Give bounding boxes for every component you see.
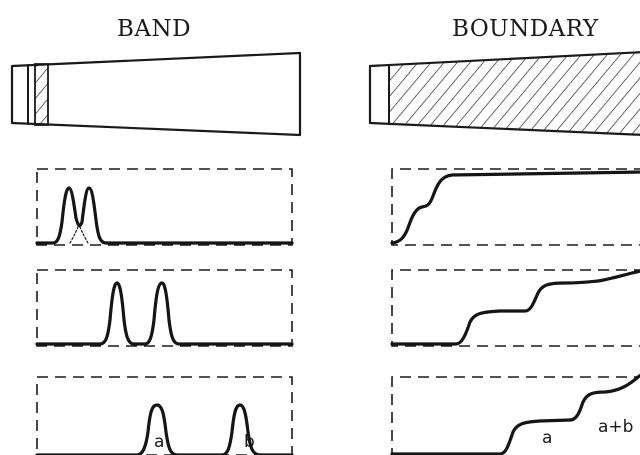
band-column-title: BAND	[117, 16, 192, 42]
boundary-label-a: a	[542, 428, 552, 448]
band-zone	[34, 63, 49, 126]
boundary-column-tube	[368, 51, 640, 136]
boundary-trace-1	[390, 170, 640, 245]
band-trace-3	[35, 403, 294, 455]
boundary-column-title: BOUNDARY	[452, 16, 599, 42]
band-column-tube	[10, 51, 302, 137]
band-panel-3: a b	[35, 376, 294, 455]
boundary-panel-3: a a+b	[390, 373, 640, 455]
boundary-label-a-plus-b: a+b	[598, 417, 633, 437]
peak-label-b: b	[244, 432, 255, 452]
boundary-panel-1	[390, 168, 640, 246]
boundary-panel-2	[390, 269, 640, 347]
peak-label-a: a	[154, 432, 164, 452]
band-trace-2	[35, 281, 294, 346]
boundary-trace-3	[390, 373, 640, 455]
band-panel-1	[35, 168, 294, 246]
boundary-trace-2	[390, 269, 640, 346]
band-panel-2	[35, 269, 294, 347]
band-trace-1	[35, 186, 294, 245]
